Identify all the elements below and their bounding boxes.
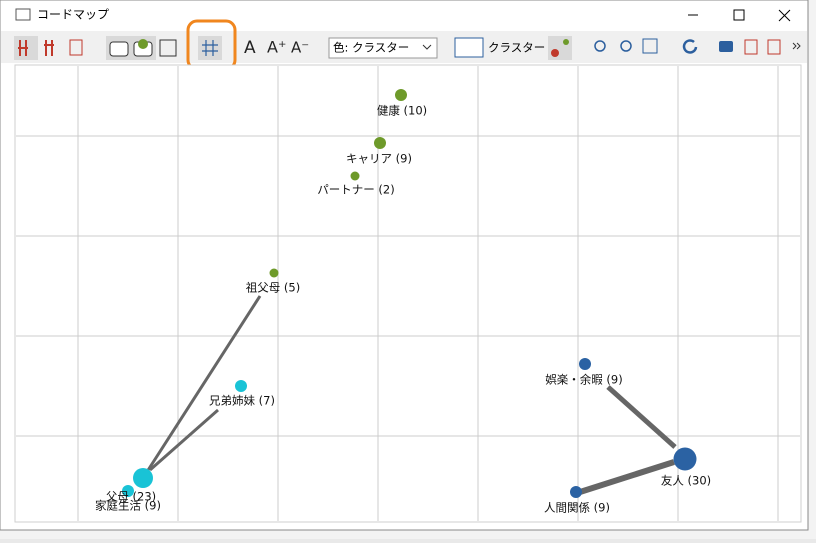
toolbar-icon (109, 41, 129, 57)
toolbar-icon[interactable] (159, 39, 177, 57)
app-icon (15, 8, 31, 21)
zoom-out[interactable] (594, 40, 606, 52)
node (579, 358, 591, 370)
node-label: キャリア (9) (346, 152, 412, 166)
camera[interactable] (719, 41, 733, 52)
window-title: コードマップ (37, 8, 109, 22)
toolbar-icon[interactable] (69, 39, 83, 56)
maximize-button[interactable] (733, 9, 745, 21)
node-label: 人間関係 (9) (544, 501, 610, 515)
node-label: 健康 (10) (377, 104, 427, 118)
node-label: 祖父母 (5) (246, 281, 300, 295)
cluster-spinner[interactable] (454, 37, 484, 58)
node (374, 137, 386, 149)
node-label: 兄弟姉妹 (7) (209, 394, 275, 408)
edge (141, 295, 262, 479)
node (122, 485, 134, 497)
node-label: パートナー (2) (317, 183, 394, 197)
edge (149, 408, 219, 472)
font-button[interactable]: A⁻ (291, 39, 309, 57)
toolbar-button[interactable] (548, 36, 572, 60)
overflow[interactable] (792, 42, 801, 50)
edge (579, 459, 675, 495)
node-label: 父母 (23) (106, 490, 156, 504)
exit[interactable] (767, 39, 781, 55)
node (133, 468, 153, 488)
toolbar-icon (18, 40, 28, 56)
color-select[interactable] (328, 37, 438, 59)
node (269, 268, 279, 278)
cluster-label: クラスター (488, 41, 545, 55)
node-label: 友人 (30) (661, 474, 711, 488)
node-label: 家庭生活 (9) (95, 499, 161, 513)
font-button[interactable]: A (244, 38, 256, 58)
close-button[interactable] (778, 9, 791, 22)
zoom-100[interactable] (642, 38, 658, 54)
refresh[interactable] (682, 39, 698, 54)
nodes: 健康 (10) キャリア (9) パートナー (2) 祖父母 (5) 兄弟姉妹 (7) 父… (95, 89, 711, 515)
grid-icon (202, 40, 218, 56)
grid (16, 66, 800, 521)
node-label: 娯楽・余暇 (9) (545, 373, 622, 387)
node (235, 380, 247, 392)
font-button[interactable]: A⁺ (267, 38, 286, 57)
edge (606, 385, 677, 449)
toolbar-icon[interactable] (44, 40, 54, 56)
export[interactable] (744, 39, 758, 55)
node (570, 486, 582, 498)
zoom-in[interactable] (620, 40, 632, 52)
edges (141, 295, 677, 495)
node (350, 171, 360, 181)
dropdown-arrow (422, 44, 432, 50)
toolbar-icon (551, 49, 559, 57)
toolbar-icon (563, 39, 569, 45)
toolbar-icon (138, 39, 148, 49)
node (395, 89, 407, 101)
node (673, 447, 697, 471)
grid-button[interactable] (198, 36, 222, 60)
color-select-text: 色: クラスター (333, 41, 409, 55)
